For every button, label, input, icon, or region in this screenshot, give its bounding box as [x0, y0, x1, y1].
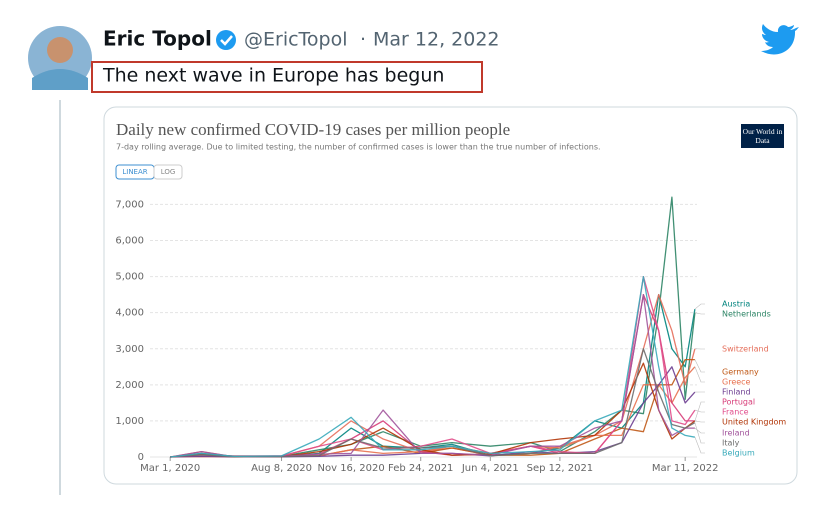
chart-title: Daily new confirmed COVID-19 cases per m…: [116, 120, 510, 139]
y-tick-label: 7,000: [115, 199, 144, 210]
legend-label: Ireland: [722, 429, 750, 438]
y-tick-label: 2,000: [115, 380, 144, 391]
legend-label: Belgium: [722, 449, 755, 458]
y-tick-label: 3,000: [115, 344, 144, 355]
x-tick-label: Mar 11, 2022: [652, 463, 719, 474]
legend-label: Italy: [722, 439, 740, 448]
legend-label: Germany: [722, 368, 759, 377]
logo-text-box: Our World in Data: [741, 124, 784, 148]
x-tick-label: Sep 12, 2021: [527, 463, 594, 474]
scale-button-label[interactable]: LINEAR: [122, 168, 147, 176]
y-tick-label: 5,000: [115, 272, 144, 283]
chart-subtitle: 7-day rolling average. Due to limited te…: [116, 143, 601, 152]
handle[interactable]: @EricTopol: [244, 29, 348, 51]
legend-label: Switzerland: [722, 345, 769, 354]
legend-label: Netherlands: [722, 310, 771, 319]
legend-label: Greece: [722, 378, 751, 387]
verified-badge: [216, 30, 236, 50]
author-name[interactable]: Eric Topol: [103, 27, 212, 51]
y-tick-label: 1,000: [115, 416, 144, 427]
avatar[interactable]: [28, 26, 92, 90]
y-tick-label: 6,000: [115, 236, 144, 247]
x-tick-label: Mar 1, 2020: [140, 463, 200, 474]
legend-label: Austria: [722, 300, 750, 309]
y-tick-label: 4,000: [115, 308, 144, 319]
legend-label: United Kingdom: [722, 418, 786, 427]
x-tick-label: Feb 24, 2021: [388, 463, 453, 474]
scale-button-label[interactable]: LOG: [161, 168, 176, 176]
legend-label: France: [722, 408, 749, 417]
y-tick-label: 0: [138, 452, 144, 463]
x-tick-label: Jun 4, 2021: [461, 463, 519, 474]
legend-label: Portugal: [722, 398, 755, 407]
separator: ·: [360, 29, 366, 51]
logo-text: Our World in Data: [741, 124, 784, 145]
legend-label: Finland: [722, 388, 751, 397]
tweet-text: The next wave in Europe has begun: [102, 65, 444, 87]
twitter-logo: [761, 24, 799, 54]
x-tick-label: Aug 8, 2020: [251, 463, 312, 474]
date[interactable]: Mar 12, 2022: [373, 29, 500, 51]
x-tick-label: Nov 16, 2020: [318, 463, 385, 474]
